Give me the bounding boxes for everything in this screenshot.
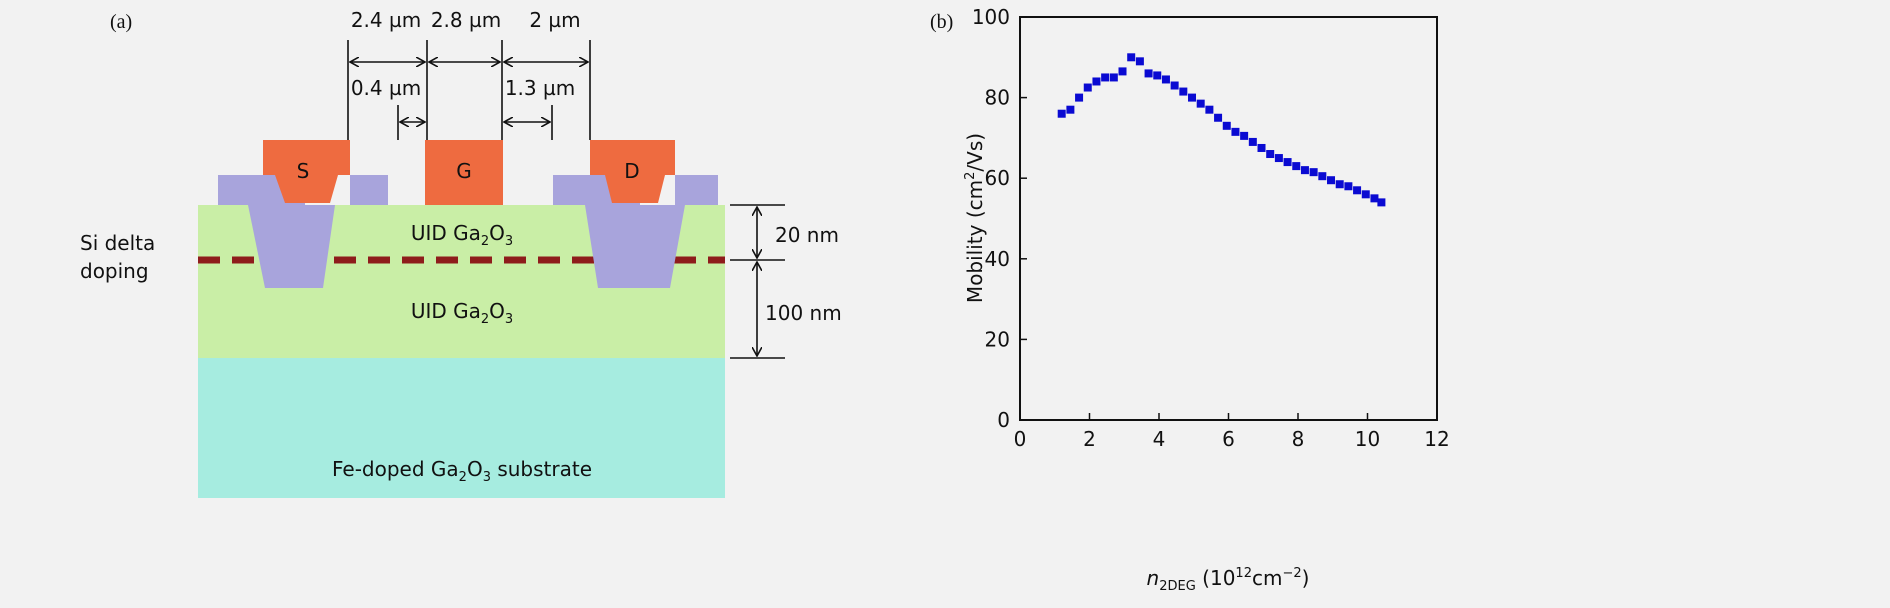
data-point: [1083, 83, 1092, 92]
drain-ohmic-regrowth: [553, 175, 718, 288]
gate-label: G: [456, 159, 472, 183]
y-tick-label: 0: [997, 408, 1010, 432]
substrate-layer: [198, 358, 725, 498]
y-tick-label: 60: [985, 166, 1010, 190]
source-label: S: [297, 159, 310, 183]
drain-contact: [590, 140, 675, 203]
data-point: [1135, 57, 1144, 66]
data-point: [1222, 121, 1231, 130]
data-point: [1377, 198, 1386, 207]
x-axis: 0 2 4 6 8 10 12: [1014, 413, 1450, 451]
dim-drain-offset: 1.3 µm: [505, 76, 575, 100]
x-tick-label: 2: [1083, 427, 1096, 451]
panel-b-chart: (b) 0 2 4 6 8 10 12 0 20 40 60 80 100 Mobility (cm2…: [930, 5, 1450, 594]
y-axis: 0 20 40 60 80 100: [972, 5, 1027, 432]
data-point: [1205, 105, 1214, 114]
data-point: [1231, 127, 1240, 136]
data-point: [1283, 158, 1292, 167]
drain-label: D: [624, 159, 639, 183]
data-point: [1144, 69, 1153, 78]
delta-label-line2: doping: [80, 259, 149, 283]
dim-source-overlap: 0.4 µm: [351, 76, 421, 100]
dim-gate-drain-spacing: 2 µm: [529, 8, 580, 32]
y-tick-label: 40: [985, 247, 1010, 271]
data-point: [1161, 75, 1170, 84]
data-point: [1266, 150, 1275, 159]
data-point: [1127, 53, 1136, 62]
data-point: [1066, 105, 1075, 114]
thickness-bottom: 100 nm: [765, 301, 842, 325]
x-tick-label: 4: [1153, 427, 1166, 451]
data-point: [1101, 73, 1110, 82]
delta-label-line1: Si delta: [80, 231, 155, 255]
data-point: [1153, 71, 1162, 80]
y-tick-label: 80: [985, 86, 1010, 110]
dim-gate-length: 2.8 µm: [431, 8, 501, 32]
data-point: [1361, 190, 1370, 199]
panel-a-label: (a): [110, 11, 132, 33]
panel-a-device-diagram: (a) S G D: [80, 8, 842, 498]
data-series: [1057, 53, 1386, 207]
source-contact: [263, 140, 350, 203]
y-tick-label: 20: [985, 327, 1010, 351]
y-tick-label: 100: [972, 5, 1010, 29]
x-tick-label: 12: [1424, 427, 1449, 451]
x-tick-label: 10: [1355, 427, 1380, 451]
source-ohmic-regrowth: [218, 175, 388, 288]
x-tick-label: 8: [1292, 427, 1305, 451]
data-point: [1214, 113, 1223, 122]
data-point: [1196, 99, 1205, 108]
data-point: [1370, 194, 1379, 203]
data-point: [1318, 172, 1327, 181]
data-point: [1109, 73, 1118, 82]
data-point: [1118, 67, 1127, 76]
data-point: [1300, 166, 1309, 175]
dimension-lines: [347, 40, 785, 359]
data-point: [1240, 131, 1249, 140]
data-point: [1353, 186, 1362, 195]
data-point: [1188, 93, 1197, 102]
dim-source-gate-spacing: 2.4 µm: [351, 8, 421, 32]
panel-b-label: (b): [930, 11, 953, 33]
substrate-label: Fe-doped Ga2O3 substrate: [332, 457, 592, 485]
data-point: [1057, 109, 1066, 118]
uid-bottom-label: UID Ga2O3: [411, 299, 513, 327]
data-point: [1335, 180, 1344, 189]
plot-frame: [1019, 16, 1438, 421]
data-point: [1292, 162, 1301, 171]
y-axis-label: Mobility (cm2/Vs): [963, 133, 987, 303]
data-point: [1170, 81, 1179, 90]
x-tick-label: 0: [1014, 427, 1027, 451]
data-point: [1309, 168, 1318, 177]
x-tick-label: 6: [1222, 427, 1235, 451]
x-axis-label: n2DEG (1012cm−2): [1147, 566, 1310, 594]
data-point: [1274, 154, 1283, 163]
data-point: [1327, 176, 1336, 185]
data-point: [1257, 143, 1266, 152]
data-point: [1092, 77, 1101, 86]
data-point: [1248, 137, 1257, 146]
data-point: [1075, 93, 1084, 102]
data-point: [1179, 87, 1188, 96]
thickness-top: 20 nm: [775, 223, 839, 247]
uid-top-label: UID Ga2O3: [411, 221, 513, 249]
data-point: [1344, 182, 1353, 191]
gate-contact: [425, 140, 503, 205]
